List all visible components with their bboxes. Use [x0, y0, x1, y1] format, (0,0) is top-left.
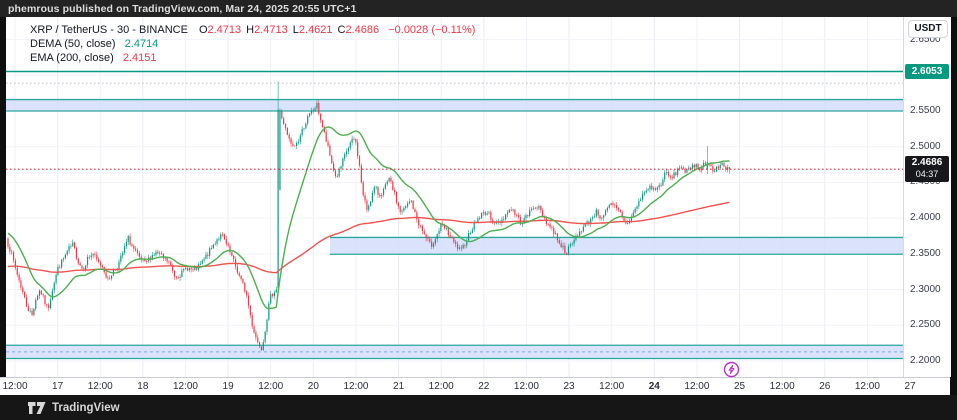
indicator-row-dema: DEMA (50, close) 2.4714 [30, 37, 475, 51]
ohlc-value: 2.4713 [254, 24, 288, 36]
time-tick-hour: 12:00 [513, 381, 539, 392]
flash-event-marker[interactable] [723, 361, 740, 378]
tradingview-logo-icon [28, 401, 46, 414]
time-tick-day: 19 [222, 381, 234, 392]
level-price-label: 2.6053 [905, 64, 949, 79]
price-tick: 2.5000 [910, 140, 941, 152]
price-tick: 2.2500 [910, 319, 941, 331]
time-tick-hour: 12:00 [684, 381, 710, 392]
axis-currency[interactable]: USDT [908, 20, 948, 38]
ohlc-key: C [337, 24, 346, 36]
published-line: phemrous published on TradingView.com, M… [8, 2, 357, 15]
ema-label: EMA (200, close) [30, 52, 114, 64]
dema-label: DEMA (50, close) [30, 38, 116, 50]
time-tick-day: 18 [137, 381, 149, 392]
last-price-label: 2.4686 04:37 [905, 156, 949, 183]
time-tick-day: 24 [648, 381, 660, 392]
candlestick-canvas[interactable] [6, 17, 903, 377]
footer-bar: TradingView [0, 395, 957, 420]
ohlc-key: H [246, 24, 255, 36]
time-tick-day: 25 [733, 381, 746, 392]
time-tick-day: 21 [393, 381, 405, 392]
time-tick-hour: 12:00 [599, 381, 625, 392]
attribution-bar: phemrous published on TradingView.com, M… [0, 0, 957, 17]
time-tick-hour: 12:00 [769, 381, 795, 392]
time-tick-hour: 12:00 [258, 381, 284, 392]
lightning-icon [723, 361, 740, 378]
ohlc-key: L [292, 24, 299, 36]
time-tick-hour: 12:00 [87, 381, 113, 392]
change-value: −0.0028 (−0.11%) [388, 24, 476, 36]
time-tick-hour: 12:00 [2, 381, 28, 392]
price-tick: 2.3000 [910, 283, 941, 295]
time-tick-day: 27 [904, 381, 916, 392]
time-tick-day: 26 [819, 381, 831, 392]
time-tick-day: 20 [307, 381, 319, 392]
chart-pane[interactable]: XRP / TetherUS - 30 - BINANCE O2.4713 H2.4… [6, 17, 903, 377]
price-tick: 2.3500 [910, 247, 941, 259]
symbol-title: XRP / TetherUS - 30 - BINANCE [30, 24, 188, 36]
ohlc-value: 2.4621 [298, 24, 333, 36]
price-tick: 2.4000 [910, 212, 941, 224]
tradingview-brand: TradingView [52, 401, 120, 414]
ohlc-value: 2.4686 [345, 24, 380, 36]
ema-value: 2.4151 [122, 52, 157, 64]
indicator-row-ema: EMA (200, close) 2.4151 [30, 51, 475, 65]
ohlc-values: O2.4713 H2.4713 L2.4621 C2.4686 [194, 24, 379, 36]
ohlc-value: 2.4713 [207, 24, 242, 36]
time-tick-hour: 12:00 [343, 381, 369, 392]
symbol-row: XRP / TetherUS - 30 - BINANCE O2.4713 H2.4… [30, 23, 475, 37]
time-tick-hour: 12:00 [172, 381, 198, 392]
last-price-value: 2.4686 [911, 157, 943, 169]
price-tick: 2.5500 [910, 105, 941, 116]
time-axis[interactable]: 12:00 17 12:00 18 12:00 19 12:00 20 12:00 21 12:00… [0, 377, 950, 396]
price-tick: 2.2000 [910, 355, 941, 366]
price-tick: 2.6500 [910, 33, 941, 45]
time-tick-hour: 12:00 [854, 381, 880, 392]
time-tick-hour: 12:00 [428, 381, 454, 392]
ohlc-key: O [198, 24, 208, 36]
time-tick-day: 22 [478, 381, 490, 392]
price-axis[interactable]: USDT 2.6053 2.4686 04:37 2.65002.60002.5… [903, 17, 951, 377]
bar-countdown: 04:37 [915, 169, 939, 180]
time-tick-day: 23 [563, 381, 575, 392]
chart-legend: XRP / TetherUS - 30 - BINANCE O2.4713 H2.4… [30, 23, 475, 65]
dema-value: 2.4714 [124, 38, 159, 50]
time-tick-day: 17 [52, 381, 64, 392]
